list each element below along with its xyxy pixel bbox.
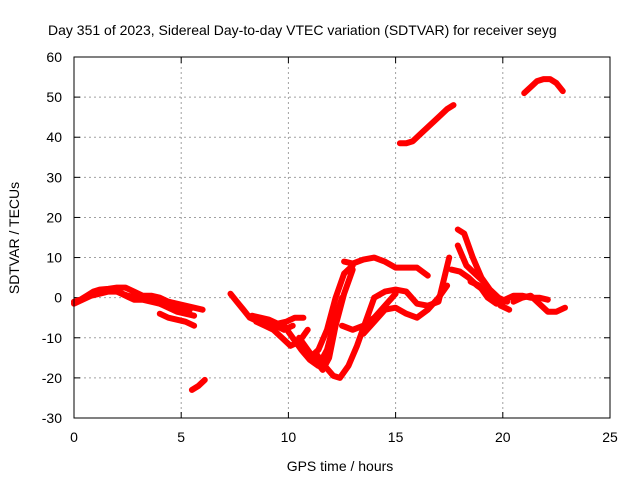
y-tick-label: 60 [46, 49, 62, 65]
x-tick-label: 0 [70, 429, 78, 445]
series-line-arc-04 [156, 310, 198, 329]
x-tick-label: 20 [495, 429, 511, 445]
chart-title: Day 351 of 2023, Sidereal Day-to-day VTE… [48, 22, 557, 38]
y-tick-label: -20 [42, 370, 62, 386]
series-line-arc-03 [92, 286, 193, 313]
series-line-arc-05 [188, 376, 208, 393]
plot-frame [73, 56, 611, 419]
y-tick-label: -30 [42, 410, 62, 426]
x-tick-label: 10 [281, 429, 297, 445]
x-tick-label: 25 [602, 429, 618, 445]
tick-labels: 0 5 10 15 20 25 -30 -20 -10 0 10 20 30 40 50 60 [42, 49, 618, 445]
data-series [71, 76, 568, 393]
series-line-arc-16 [371, 254, 453, 309]
y-tick-label: 50 [46, 89, 62, 105]
series-line-arc-22 [510, 292, 568, 315]
x-axis-label: GPS time / hours [287, 458, 394, 474]
series-line-arc-12 [306, 262, 356, 361]
series-line-arc-14 [339, 290, 399, 333]
y-tick-label: 30 [46, 169, 62, 185]
series-line-arc-07 [249, 312, 307, 327]
series-line-arc-13 [341, 254, 431, 279]
y-tick-label: 0 [54, 290, 62, 306]
y-tick-label: 40 [46, 129, 62, 145]
series-line-arc-23 [521, 76, 566, 97]
x-tick-label: 15 [388, 429, 404, 445]
y-tick-label: 20 [46, 209, 62, 225]
series-line-arc-17 [396, 102, 457, 147]
y-axis-label: SDTVAR / TECUs [6, 182, 22, 294]
y-tick-label: -10 [42, 330, 62, 346]
x-tick-label: 5 [177, 429, 185, 445]
y-tick-label: 10 [46, 250, 62, 266]
